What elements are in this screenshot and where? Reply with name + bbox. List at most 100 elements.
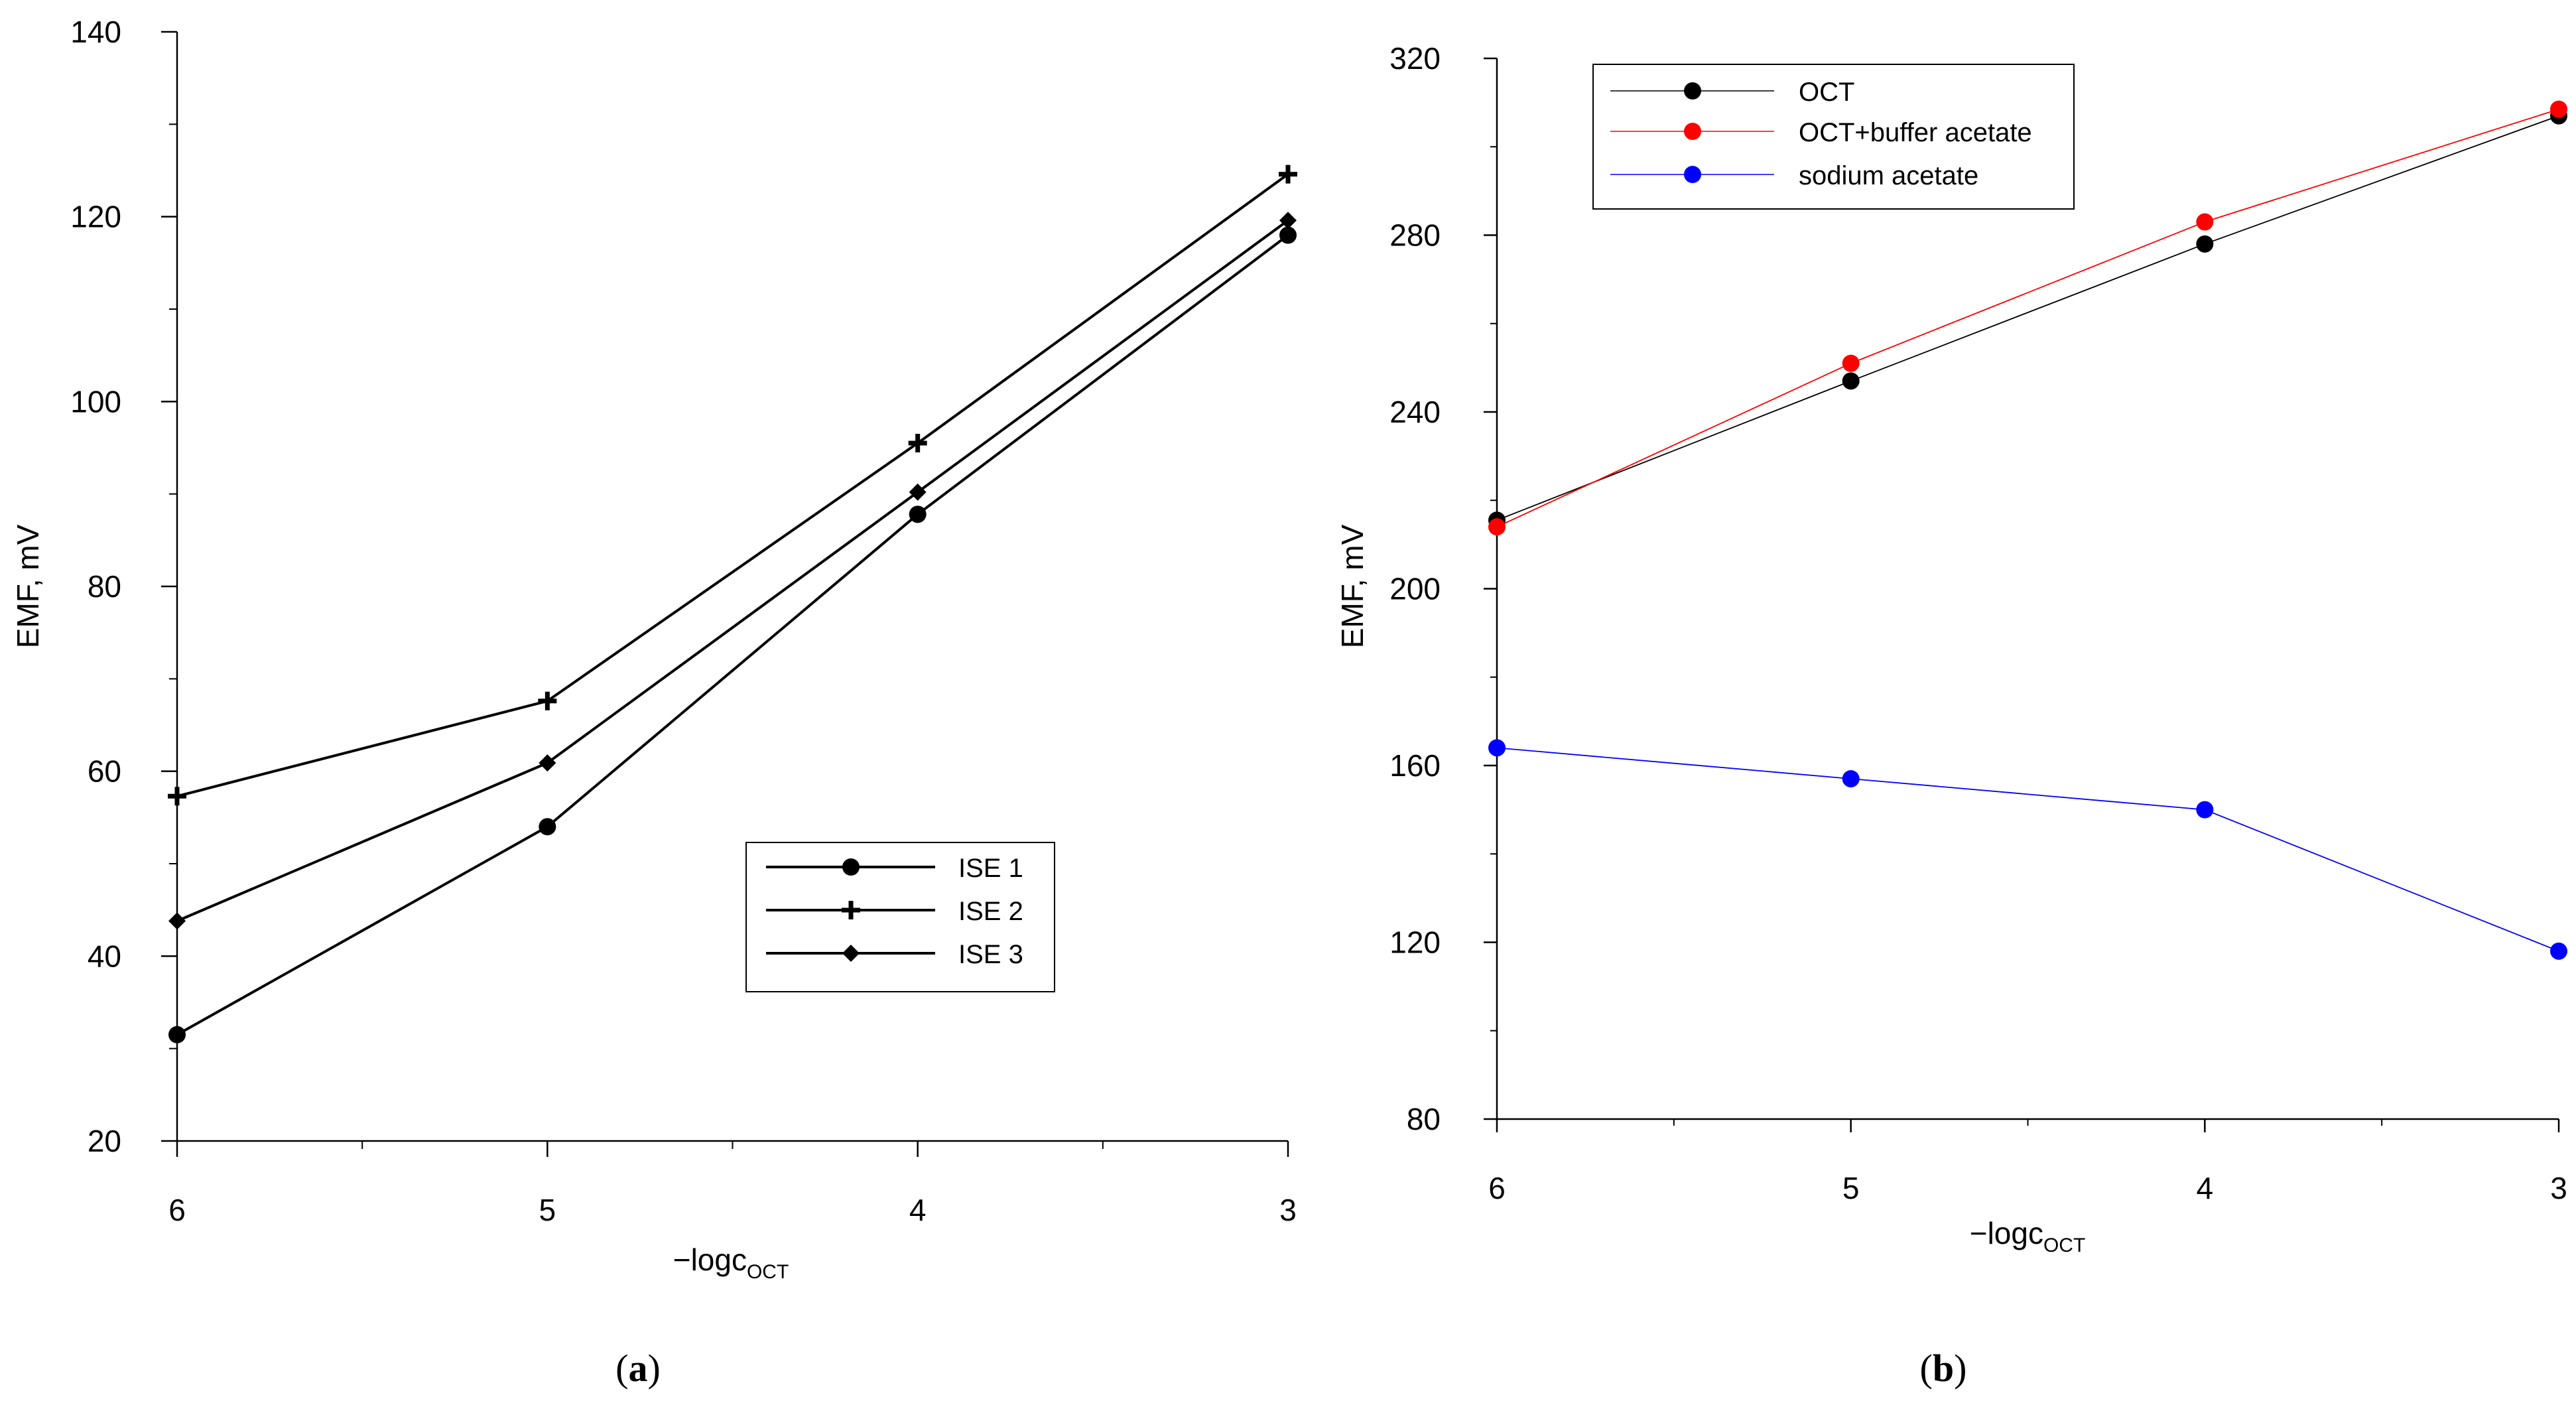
y-tick-label: 140 [70, 15, 121, 49]
y-tick-label: 80 [1407, 1102, 1441, 1136]
panel-b-legend-label: OCT+buffer acetate [1799, 118, 2032, 147]
x-tick-label: 5 [1842, 1171, 1860, 1205]
y-tick-label: 60 [88, 754, 121, 789]
panel-a-caption: (a) [615, 1347, 661, 1390]
series-line-oct-buffer-acetate [1496, 108, 2559, 528]
y-tick-label: 120 [70, 200, 121, 234]
data-point-ise-2 [908, 434, 927, 453]
panel-a-legend-diamond-marker [842, 945, 860, 962]
data-point-ise-3 [168, 912, 186, 930]
panel-b-caption: (b) [1920, 1347, 1967, 1390]
panel-a-caption-close: ) [648, 1347, 661, 1390]
data-point-ise-1 [539, 818, 556, 836]
panel-b-legend-circle-marker [1684, 82, 1701, 100]
panel-b-x-axis-title-sub: OCT [2043, 1234, 2085, 1256]
y-tick-label: 120 [1389, 925, 1441, 960]
panel-b-legend-label: OCT [1799, 78, 1854, 107]
panel-b-y-axis-title: EMF, mV [1335, 524, 1370, 648]
panel-a-legend: ISE 1 ISE 2 ISE 3 [745, 842, 1055, 992]
panel-b-legend-circle-marker [1684, 123, 1701, 140]
y-tick-label: 200 [1389, 572, 1441, 606]
y-tick-label: 20 [88, 1124, 121, 1158]
data-point-ise-1 [168, 1026, 186, 1043]
data-point-ise-3 [1279, 212, 1297, 230]
panel-a-y-ticks: 20 40 60 80 100 120 140 [70, 15, 177, 1158]
data-point-oct-buffer-acetate [1842, 354, 1860, 372]
panel-a-x-axis-title-main: −logc [673, 1242, 747, 1277]
panel-b-caption-letter: b [1933, 1347, 1954, 1390]
x-tick-label: 3 [1279, 1193, 1297, 1227]
data-point-sodium-acetate [2196, 801, 2214, 819]
x-tick-label: 6 [168, 1193, 186, 1227]
panel-a-legend-entry-ise-1: ISE 1 [766, 854, 1023, 883]
panel-b-x-ticks: 6 5 4 3 [1488, 1119, 2567, 1205]
panel-b-legend-circle-marker [1684, 166, 1701, 183]
y-tick-label: 40 [88, 939, 121, 973]
data-point-ise-2 [538, 691, 557, 710]
data-point-ise-1 [909, 505, 927, 523]
series-oct-buffer-acetate [1488, 100, 2567, 536]
x-tick-label: 6 [1488, 1171, 1506, 1205]
y-tick-label: 160 [1389, 748, 1441, 783]
y-tick-label: 80 [88, 569, 121, 604]
data-point-sodium-acetate [1842, 769, 1860, 787]
series-ise-3 [168, 212, 1297, 930]
panel-a-legend-plus-marker [842, 901, 860, 919]
panel-b-x-axis-title: −logcOCT [1970, 1216, 2086, 1256]
data-point-sodium-acetate [1488, 739, 1506, 757]
data-point-oct-buffer-acetate [2196, 213, 2214, 231]
data-point-oct-buffer-acetate [2550, 100, 2567, 118]
series-line-ise-1 [176, 234, 1289, 1036]
panel-b-series [1488, 100, 2567, 960]
panel-a-legend-label: ISE 2 [958, 897, 1023, 926]
series-line-ise-3 [176, 219, 1289, 923]
x-tick-label: 4 [2197, 1171, 2214, 1205]
panel-b-y-ticks: 80 120 160 200 240 280 320 [1389, 41, 1497, 1136]
y-tick-label: 280 [1389, 218, 1441, 253]
panel-a-legend-entry-ise-3: ISE 3 [766, 940, 1023, 969]
panel-a-y-axis-title: EMF, mV [11, 524, 45, 648]
panel-a-legend-label: ISE 3 [958, 940, 1023, 969]
panel-a-plot-area: 20 40 60 80 100 120 140 6 5 4 3 [70, 15, 1297, 1227]
series-line-sodium-acetate [1496, 747, 2559, 952]
series-ise-2 [168, 165, 1297, 806]
panel-b-legend-box [1592, 64, 2075, 210]
data-point-ise-2 [168, 787, 186, 806]
panel-b-caption-close: ) [1954, 1347, 1966, 1390]
panel-b-legend-label: sodium acetate [1799, 161, 1978, 190]
data-point-ise-2 [1279, 165, 1297, 184]
series-sodium-acetate [1488, 739, 2567, 960]
data-point-oct [2196, 235, 2214, 253]
panel-a-caption-letter: a [629, 1347, 648, 1390]
panel-b-legend-entry-sodium-acetate: sodium acetate [1610, 161, 1978, 190]
y-tick-label: 240 [1389, 395, 1441, 429]
data-point-sodium-acetate [2550, 942, 2567, 960]
panel-b-legend-entry-oct-buffer-acetate: OCT+buffer acetate [1610, 118, 2032, 147]
panel-a-x-ticks: 6 5 4 3 [168, 1141, 1297, 1227]
panel-a-caption-open: ( [615, 1347, 628, 1390]
y-tick-label: 320 [1389, 41, 1441, 76]
panel-a-legend-circle-marker [842, 858, 860, 876]
series-line-oct [1496, 115, 2559, 521]
y-tick-label: 100 [70, 384, 121, 419]
panel-b-x-axis-title-main: −logc [1970, 1216, 2043, 1250]
data-point-ise-3 [909, 483, 927, 501]
panel-b-legend-entry-oct: OCT [1610, 78, 1854, 107]
x-tick-label: 5 [539, 1193, 556, 1227]
panel-a-legend-label: ISE 1 [958, 854, 1023, 883]
panel-a-x-axis-title: −logcOCT [673, 1242, 789, 1283]
panel-b-legend: OCT OCT+buffer acetate sodium acetate [1592, 64, 2075, 210]
panel-b-plot-area: 80 120 160 200 240 280 320 6 5 4 3 [1389, 41, 2567, 1205]
panel-b-caption-open: ( [1920, 1347, 1933, 1390]
x-tick-label: 3 [2550, 1171, 2567, 1205]
data-point-oct [1842, 372, 1860, 390]
panel-a-x-axis-title-sub: OCT [747, 1261, 789, 1283]
x-tick-label: 4 [909, 1193, 927, 1227]
data-point-oct-buffer-acetate [1488, 518, 1506, 536]
panel-a-series [168, 165, 1297, 1043]
data-point-ise-3 [539, 754, 556, 772]
series-ise-1 [168, 226, 1297, 1043]
